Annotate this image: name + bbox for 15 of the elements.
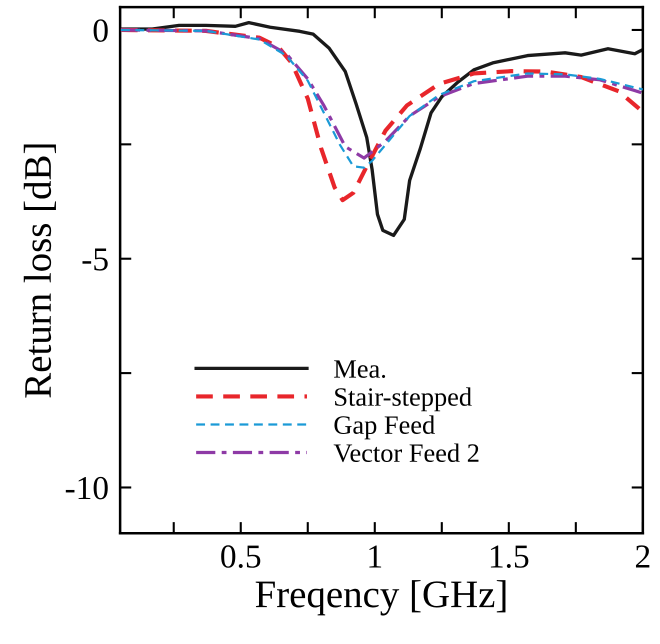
x-axis-title: Freqency [GHz] [256,580,506,616]
y-tick-label: -10 [66,476,108,500]
y-axis-title: Return loss [dB] [24,144,56,398]
x-tick-label: 2 [636,545,650,568]
x-tick-label: 1.5 [490,545,528,568]
line-series [120,20,643,238]
legend-label: Stair-stepped [335,387,472,412]
x-tick-label: 0.5 [221,545,260,568]
y-tick-label: 0 [94,19,108,42]
x-tick-label: 1 [369,545,382,568]
line-series [120,28,643,202]
legend-label: Vector Feed 2 [334,443,478,462]
legend-label: Mea. [334,360,386,378]
legend-label: Gap Feed [334,415,435,440]
y-tick-label: -5 [82,248,108,271]
